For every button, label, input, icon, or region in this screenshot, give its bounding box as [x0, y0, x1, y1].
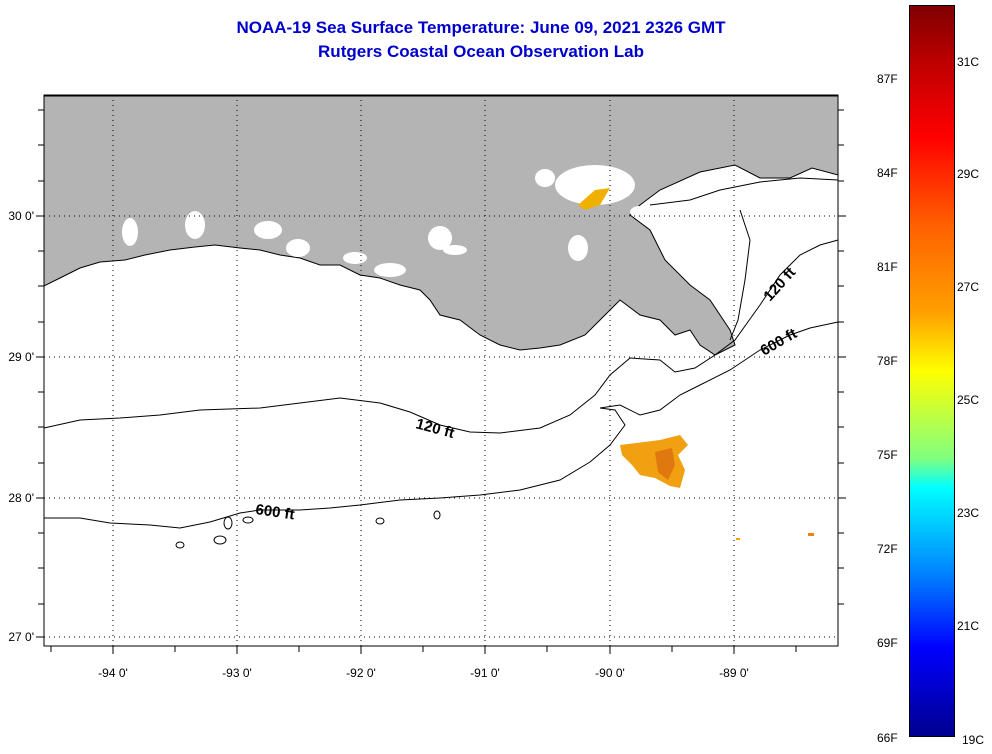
bathymetry-contours: [43, 177, 839, 529]
lat-label: 27 0': [8, 630, 34, 644]
colorbar-f-label: 84F: [877, 166, 898, 180]
lon-label: -93 0': [222, 666, 252, 680]
lon-ticks: [50, 646, 797, 654]
colorbar-f-label: 78F: [877, 354, 898, 368]
contour-120ft: [43, 239, 839, 434]
lon-label: -91 0': [470, 666, 500, 680]
contour-shelf-edge: [729, 209, 751, 341]
colorbar-c-label: 23C: [957, 506, 980, 520]
colorbar-f-label: 81F: [877, 260, 898, 274]
lon-label: -94 0': [98, 666, 128, 680]
graticule: [44, 95, 838, 646]
colorbar-c-label: 25C: [957, 393, 980, 407]
colorbar-f-label: 72F: [877, 542, 898, 556]
map-subtitle: Rutgers Coastal Ocean Observation Lab: [318, 42, 644, 61]
contour-600ft: [44, 321, 839, 529]
contour-coastal: [649, 177, 839, 206]
offshore-sst-patch-core: [655, 448, 675, 480]
lat-label: 29 0': [8, 350, 34, 364]
lon-label: -90 0': [595, 666, 625, 680]
colorbar-c-label: 27C: [957, 280, 980, 294]
colorbar-c-label: 31C: [957, 55, 980, 69]
sst-pixel: [808, 533, 814, 536]
colorbar-f-label: 87F: [877, 72, 898, 86]
colorbar-f-label: 66F: [877, 731, 898, 745]
colorbar-c-label: 21C: [957, 619, 980, 633]
lake-sst-patch: [578, 188, 610, 210]
sst-colorbar: [909, 5, 955, 737]
lat-label: 28 0': [8, 491, 34, 505]
colorbar-c-label: 29C: [957, 167, 980, 181]
colorbar-f-label: 69F: [877, 636, 898, 650]
sst-pixel: [736, 538, 740, 540]
colorbar-f-label: 75F: [877, 448, 898, 462]
lat-ticks: [36, 109, 846, 638]
colorbar-c-label: 19C: [962, 733, 985, 747]
lon-label: -92 0': [346, 666, 376, 680]
map-title: NOAA-19 Sea Surface Temperature: June 09…: [236, 18, 726, 37]
lon-label: -89 0': [719, 666, 749, 680]
lat-label: 30 0': [8, 209, 34, 223]
small-islands: [175, 510, 441, 549]
contour-label-600ft: 600 ft: [254, 501, 295, 523]
inland-water: [122, 165, 650, 277]
land-mass: [43, 95, 839, 356]
